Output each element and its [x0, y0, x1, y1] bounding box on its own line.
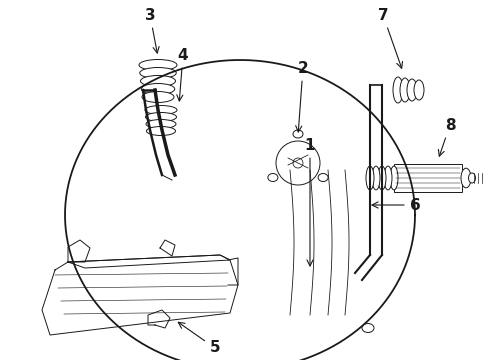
Ellipse shape: [400, 78, 410, 102]
Ellipse shape: [276, 141, 320, 185]
Ellipse shape: [414, 80, 424, 100]
Ellipse shape: [141, 84, 175, 95]
Text: 4: 4: [177, 48, 188, 101]
Ellipse shape: [378, 166, 386, 190]
Text: 2: 2: [295, 60, 308, 132]
Ellipse shape: [145, 105, 177, 114]
Ellipse shape: [146, 120, 176, 129]
Bar: [394, 164, 462, 192]
Ellipse shape: [393, 77, 403, 103]
Ellipse shape: [142, 91, 174, 103]
Ellipse shape: [146, 113, 176, 122]
Ellipse shape: [140, 68, 176, 78]
Ellipse shape: [372, 166, 380, 190]
Text: 3: 3: [145, 8, 159, 53]
Ellipse shape: [366, 166, 374, 190]
Ellipse shape: [318, 174, 328, 181]
Text: 7: 7: [378, 8, 402, 68]
Text: 8: 8: [439, 117, 455, 156]
Ellipse shape: [141, 76, 175, 86]
Ellipse shape: [390, 166, 398, 190]
Ellipse shape: [293, 130, 303, 138]
Ellipse shape: [407, 79, 417, 101]
Ellipse shape: [293, 158, 303, 168]
Text: 1: 1: [305, 138, 315, 266]
Ellipse shape: [468, 173, 475, 183]
Ellipse shape: [384, 166, 392, 190]
Ellipse shape: [461, 168, 471, 188]
Ellipse shape: [268, 174, 278, 181]
Ellipse shape: [362, 324, 374, 333]
Ellipse shape: [139, 59, 177, 71]
Text: 6: 6: [372, 198, 420, 212]
Ellipse shape: [147, 126, 175, 135]
Text: 5: 5: [178, 322, 220, 356]
